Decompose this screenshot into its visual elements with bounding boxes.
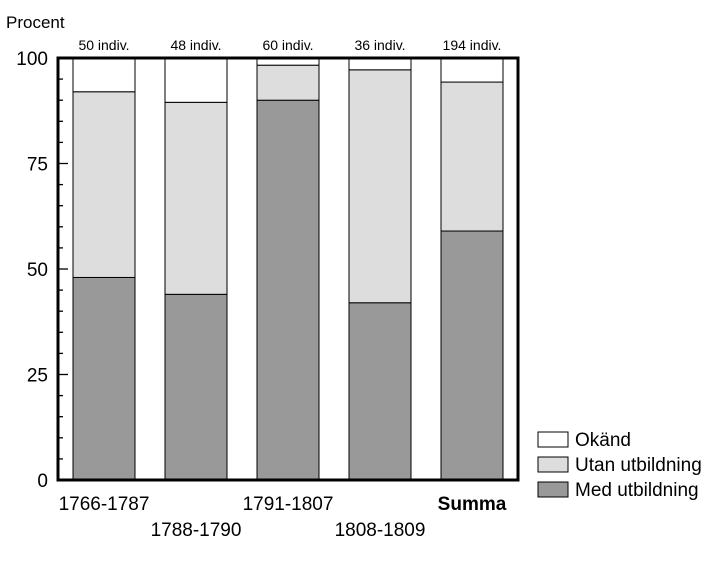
bar-med-utbildning-1766-1787 xyxy=(72,276,136,481)
bar-utan-utbildning-1766-1787 xyxy=(72,91,136,278)
bar-utan-utbildning-1808-1809 xyxy=(348,69,412,304)
bar-annotation: 194 indiv. xyxy=(443,37,502,53)
legend-label-med-utbildning: Med utbildning xyxy=(575,480,699,501)
bar-med-utbildning-1788-1790 xyxy=(164,293,228,481)
bar-med-utbildning-summa xyxy=(440,230,504,481)
legend-swatch-utan-utbildning xyxy=(537,456,569,473)
x-tick-label-1788-1790: 1788-1790 xyxy=(151,520,242,541)
bar-annotation: 50 indiv. xyxy=(78,37,129,53)
legend-label-utan-utbildning: Utan utbildning xyxy=(575,455,702,476)
bar-med-utbildning-1791-1807 xyxy=(256,99,320,481)
legend-label-ok-nd: Okänd xyxy=(575,430,631,451)
x-tick-label-1791-1807: 1791-1807 xyxy=(243,494,334,515)
y-tick-label: 25 xyxy=(27,366,48,387)
legend: Okänd Utan utbildning Med utbildning xyxy=(537,430,702,501)
bar-med-utbildning-1808-1809 xyxy=(348,302,412,481)
y-tick-label: 0 xyxy=(37,471,48,492)
y-tick-label: 75 xyxy=(27,155,48,176)
legend-swatch-ok-nd xyxy=(537,431,569,448)
y-tick-label: 50 xyxy=(27,260,48,281)
bar-annotation: 36 indiv. xyxy=(354,37,405,53)
bar-ok-nd-1788-1790 xyxy=(164,57,228,103)
x-tick-label-1808-1809: 1808-1809 xyxy=(335,520,426,541)
y-axis-label: Procent xyxy=(6,13,65,32)
bars-layer xyxy=(72,57,504,481)
x-tick-label-summa: Summa xyxy=(438,494,507,515)
bar-annotations: 50 indiv. 48 indiv. 60 indiv. 36 indiv. 194 … xyxy=(78,37,501,53)
bar-utan-utbildning-1788-1790 xyxy=(164,101,228,295)
y-axis: 0 25 50 75 100 xyxy=(16,49,68,492)
bar-ok-nd-summa xyxy=(440,57,504,83)
bar-annotation: 60 indiv. xyxy=(262,37,313,53)
bar-utan-utbildning-1791-1807 xyxy=(256,64,320,101)
bar-annotation: 48 indiv. xyxy=(170,37,221,53)
bar-ok-nd-1808-1809 xyxy=(348,57,412,71)
bar-utan-utbildning-summa xyxy=(440,81,504,232)
x-tick-label-1766-1787: 1766-1787 xyxy=(59,494,150,515)
y-tick-label: 100 xyxy=(16,49,48,70)
bar-ok-nd-1766-1787 xyxy=(72,57,136,93)
legend-swatch-med-utbildning xyxy=(537,481,569,498)
